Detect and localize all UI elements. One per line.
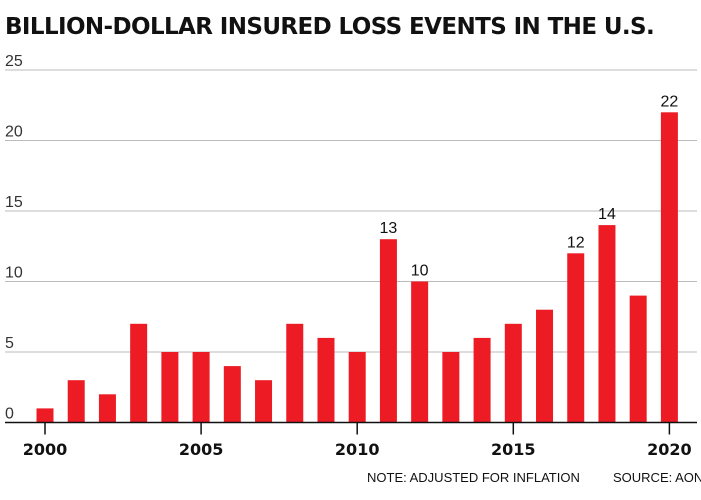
bar-2012: [411, 281, 429, 423]
bar-2007: [255, 380, 273, 423]
x-tick-label: 2010: [335, 440, 380, 459]
bar-2005: [192, 352, 210, 423]
bar-2018: [598, 225, 616, 423]
x-tick-label: 2020: [647, 440, 692, 459]
note-text: NOTE: ADJUSTED FOR INFLATION: [367, 470, 580, 485]
source-text: SOURCE: AON: [613, 470, 701, 485]
bar-2013: [442, 352, 460, 423]
bar-2003: [130, 323, 148, 423]
y-tick-label: 0: [5, 406, 14, 423]
bar-2006: [223, 366, 241, 423]
bar-2000: [36, 408, 54, 423]
x-tick-label: 2015: [491, 440, 536, 459]
bar-2015: [504, 323, 522, 423]
x-tick-label: 2000: [23, 440, 68, 459]
bar-2011: [379, 239, 397, 423]
y-tick-label: 10: [5, 265, 23, 282]
bar-2019: [629, 295, 647, 423]
bar-2016: [536, 309, 554, 423]
bar-2017: [567, 253, 585, 423]
bar-2004: [161, 352, 179, 423]
x-tick-label: 2005: [179, 440, 224, 459]
chart-title: BILLION-DOLLAR INSURED LOSS EVENTS IN TH…: [5, 14, 655, 40]
y-tick-label: 15: [5, 194, 23, 211]
bar-2010: [348, 352, 366, 423]
y-tick-label: 25: [5, 53, 23, 70]
bar-2020: [660, 112, 678, 423]
data-label-2012: 10: [411, 263, 429, 280]
data-label-2017: 12: [567, 234, 585, 251]
data-label-2020: 22: [661, 93, 679, 110]
bar-2014: [473, 337, 491, 423]
bar-2009: [317, 337, 335, 423]
bar-2008: [286, 323, 304, 423]
bar-2002: [98, 394, 116, 423]
bar-2001: [67, 380, 85, 423]
data-label-2011: 13: [380, 220, 398, 237]
data-label-2018: 14: [598, 206, 616, 223]
y-tick-label: 5: [5, 335, 14, 352]
y-tick-label: 20: [5, 124, 23, 141]
